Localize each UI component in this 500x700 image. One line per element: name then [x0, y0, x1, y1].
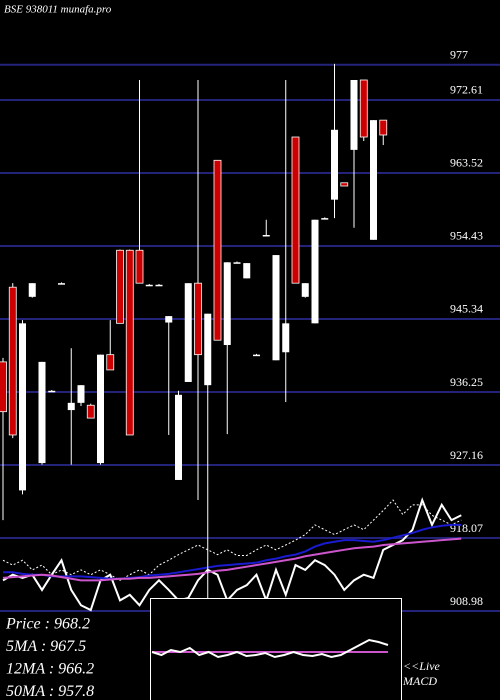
candle-body	[97, 354, 104, 464]
y-tick-label: 972.61	[450, 83, 483, 97]
candle-body	[311, 219, 319, 324]
candle-body	[116, 249, 124, 324]
candle-body	[233, 262, 241, 264]
candle-body	[165, 316, 173, 323]
candle-body	[145, 284, 153, 287]
ma-line	[2, 537, 462, 582]
ma-line	[2, 499, 462, 581]
y-tick-label: 945.34	[450, 302, 483, 316]
y-tick-label: 927.16	[450, 448, 483, 462]
candle-body	[135, 249, 144, 284]
candle-body	[379, 119, 388, 136]
candle-body	[38, 361, 46, 464]
candle-body	[282, 323, 290, 353]
candle-body	[194, 282, 202, 356]
y-tick-label: 936.25	[450, 375, 483, 389]
candle-body	[86, 404, 95, 419]
legend-entry: 5MA : 967.5	[6, 638, 86, 655]
candle-body	[28, 283, 36, 297]
y-tick-label: 977	[450, 47, 468, 61]
candle-body	[243, 263, 251, 279]
ma-line	[2, 497, 462, 612]
candle-body	[204, 313, 212, 386]
candle-body	[272, 255, 280, 361]
candle-body	[184, 283, 192, 382]
candles	[0, 63, 388, 601]
candle-body	[340, 182, 349, 187]
candle-body	[8, 286, 17, 436]
candle-body	[301, 283, 309, 297]
candle-body	[223, 262, 231, 346]
candle-body	[321, 218, 329, 220]
y-tick-label: 908.98	[450, 594, 483, 608]
candle-body	[0, 361, 7, 413]
candle-body	[19, 323, 26, 491]
candle-body	[370, 120, 377, 240]
candle-body	[106, 354, 115, 371]
candle-body	[48, 390, 56, 393]
legend-entry: 12MA : 966.2	[6, 661, 94, 678]
candle-body	[262, 234, 270, 237]
candle-body	[359, 79, 368, 138]
ma-lines	[2, 497, 462, 612]
candle-body	[67, 402, 75, 411]
values-line	[151, 638, 389, 659]
candle-body	[253, 354, 260, 357]
ma-line	[3, 523, 462, 580]
macd-label: MACD	[402, 674, 437, 688]
y-tick-label: 954.43	[450, 229, 483, 243]
header: BSE 938011 munafa.pro	[4, 4, 112, 16]
legend-entry: Price : 968.2	[5, 616, 90, 633]
legend-entry: 50MA : 957.8	[6, 683, 94, 700]
y-tick-label: 963.52	[450, 156, 483, 170]
candle-body	[350, 79, 358, 150]
candle-body	[175, 394, 182, 480]
candle-body	[58, 283, 65, 285]
macd-label: <<Live	[403, 659, 441, 673]
candle-body	[125, 249, 134, 436]
candle-body	[213, 159, 222, 341]
candle-body	[77, 385, 85, 403]
candle-body	[331, 129, 338, 200]
candle-body	[291, 136, 300, 284]
candle-body	[155, 284, 163, 287]
